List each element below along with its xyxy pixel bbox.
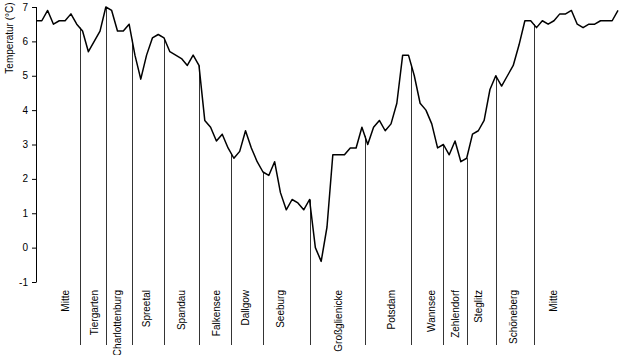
y-tick-label: 2 <box>22 173 28 184</box>
y-tick <box>32 248 37 249</box>
y-tick <box>32 282 37 283</box>
y-axis-title: Temperatur (°C) <box>4 2 15 73</box>
y-tick <box>32 110 37 111</box>
x-tick-label: Spreetal <box>141 290 152 327</box>
x-tick-label: Zehlendorf <box>450 290 461 338</box>
y-tick <box>32 76 37 77</box>
section-divider <box>467 158 468 345</box>
x-tick-label: Potsdam <box>386 290 397 329</box>
x-tick-label: Spandau <box>176 290 187 330</box>
x-tick-label: Charlottenburg <box>112 290 123 355</box>
y-tick-label: 6 <box>22 36 28 47</box>
section-divider <box>164 38 165 345</box>
section-divider <box>132 40 133 345</box>
section-divider <box>231 153 232 345</box>
section-divider <box>365 136 366 345</box>
y-tick-label: 3 <box>22 139 28 150</box>
x-tick-label: Wannsee <box>426 290 437 332</box>
section-divider <box>199 65 200 345</box>
section-divider <box>106 7 107 345</box>
section-divider <box>534 24 535 345</box>
temperature-line <box>36 7 618 261</box>
y-tick-label: -1 <box>19 277 28 288</box>
x-tick-label: Mitte <box>548 290 559 312</box>
x-tick-label: Mitte <box>60 290 71 312</box>
y-tick-label: 4 <box>22 105 28 116</box>
section-divider <box>496 76 497 345</box>
section-divider <box>443 145 444 346</box>
section-divider <box>80 28 81 345</box>
section-divider <box>310 200 311 346</box>
y-tick <box>32 179 37 180</box>
x-tick-label: Steglitz <box>473 290 484 323</box>
y-tick <box>32 213 37 214</box>
y-tick <box>32 41 37 42</box>
y-tick-label: 1 <box>22 208 28 219</box>
plot-area <box>36 7 618 261</box>
y-tick <box>32 7 37 8</box>
x-tick-label: Tiergarten <box>89 290 100 335</box>
y-tick-label: 7 <box>22 2 28 13</box>
section-divider <box>411 65 412 345</box>
y-tick <box>32 145 37 146</box>
x-tick-label: Falkensee <box>211 290 222 337</box>
y-tick-label: 5 <box>22 70 28 81</box>
chart: -1 0 1 2 3 4 5 6 7 Temperatur (°C) Mitte Tiergarten… <box>0 0 620 355</box>
x-tick-label: Schöneberg <box>508 290 519 344</box>
y-tick-label: 0 <box>22 242 28 253</box>
x-tick-label: Großglienicke <box>333 290 344 352</box>
x-tick-label: Dallgow <box>240 289 251 325</box>
section-divider <box>263 172 264 345</box>
x-tick-label: Seeburg <box>275 290 286 328</box>
